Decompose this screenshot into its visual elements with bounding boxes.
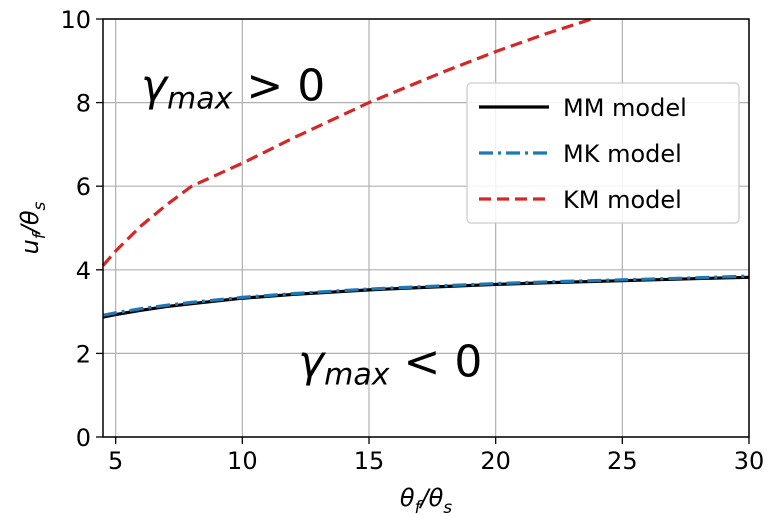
annotation-gamma-negative-symbol: γ: [298, 336, 326, 387]
y-tick-label: 4: [76, 257, 91, 285]
legend-label-mk-model: MK model: [563, 140, 682, 168]
x-axis-label-sub1: f: [415, 498, 424, 517]
legend-box: [466, 82, 740, 224]
x-axis-label-sub2: s: [443, 498, 452, 517]
y-tick-label: 8: [76, 90, 91, 118]
y-axis-label-main: u: [16, 239, 44, 254]
y-axis-label-sub1: f: [30, 230, 50, 239]
x-tick-label: 25: [607, 447, 638, 475]
y-axis-label-slash: /θ: [16, 210, 44, 235]
x-axis-label-slash: /θ: [419, 484, 444, 512]
y-tick-label: 0: [76, 424, 91, 452]
annotation-gamma-negative-sub: max: [324, 357, 390, 392]
annotation-gamma-negative-rest: < 0: [389, 336, 482, 387]
x-axis-label-main: θ: [400, 484, 415, 512]
annotation-gamma-positive-symbol: γ: [141, 61, 169, 112]
series-mk-model-line: [102, 274, 750, 317]
x-tick-label: 10: [227, 447, 258, 475]
annotation-gamma-negative: γmax < 0: [298, 336, 482, 392]
x-tick-label: 20: [480, 447, 511, 475]
legend: MM model MK model KM model: [466, 82, 740, 224]
y-axis-label-sub2: s: [30, 201, 50, 210]
legend-label-km-model: KM model: [563, 186, 682, 214]
legend-entries: MM model MK model KM model: [479, 94, 687, 214]
annotation-gamma-positive: γmax > 0: [141, 61, 325, 117]
series-km-model-line: [101, 17, 593, 267]
x-tick-label: 5: [108, 447, 123, 475]
axis-ticks: 5 10 15 20 25 30 0 2 4 6 8 10: [60, 6, 764, 475]
y-tick-label: 10: [60, 6, 91, 34]
y-tick-label: 2: [76, 340, 91, 368]
plot-frame: [102, 18, 750, 438]
legend-label-mm-model: MM model: [563, 94, 687, 122]
x-tick-label: 15: [354, 447, 385, 475]
y-tick-label: 6: [76, 173, 91, 201]
annotation-gamma-positive-sub: max: [167, 82, 233, 117]
annotation-gamma-positive-rest: > 0: [232, 61, 325, 112]
x-axis-label: θf/θs: [400, 484, 452, 517]
x-tick-label: 30: [734, 447, 765, 475]
y-axis-label: uf/θs: [16, 201, 50, 254]
series-lines: [101, 17, 750, 319]
